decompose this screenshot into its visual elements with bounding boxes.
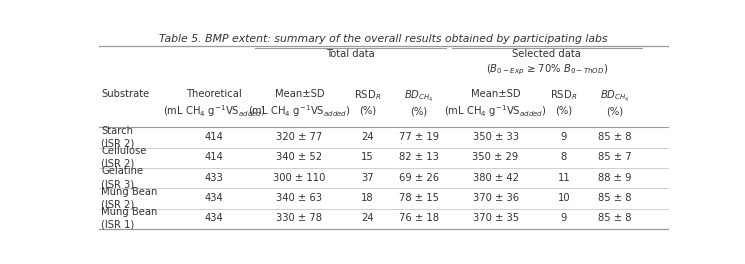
Text: 300 ± 110: 300 ± 110 — [273, 173, 326, 183]
Text: 85 ± 7: 85 ± 7 — [598, 152, 632, 162]
Text: 370 ± 36: 370 ± 36 — [472, 193, 519, 203]
Text: 370 ± 35: 370 ± 35 — [472, 213, 519, 223]
Text: Selected data
($B_{0-Exp}$ ≥ 70% $B_{0-ThOD}$): Selected data ($B_{0-Exp}$ ≥ 70% $B_{0-T… — [486, 49, 608, 77]
Text: $BD_{CH_4}$
(%): $BD_{CH_4}$ (%) — [404, 89, 434, 116]
Text: 350 ± 33: 350 ± 33 — [472, 132, 519, 142]
Text: 85 ± 8: 85 ± 8 — [598, 213, 632, 223]
Text: 77 ± 19: 77 ± 19 — [399, 132, 439, 142]
Text: 82 ± 13: 82 ± 13 — [399, 152, 439, 162]
Text: 340 ± 63: 340 ± 63 — [276, 193, 323, 203]
Text: 330 ± 78: 330 ± 78 — [276, 213, 323, 223]
Text: 10: 10 — [557, 193, 570, 203]
Text: 85 ± 8: 85 ± 8 — [598, 193, 632, 203]
Text: 320 ± 77: 320 ± 77 — [276, 132, 323, 142]
Text: Table 5. BMP extent: summary of the overall results obtained by participating la: Table 5. BMP extent: summary of the over… — [159, 34, 607, 44]
Text: Mean±SD
(mL CH$_4$ g$^{-1}$VS$_{added}$): Mean±SD (mL CH$_4$ g$^{-1}$VS$_{added}$) — [444, 89, 547, 119]
Text: Mung Bean
(ISR 1): Mung Bean (ISR 1) — [101, 207, 158, 230]
Text: RSD$_R$
(%): RSD$_R$ (%) — [550, 89, 577, 115]
Text: 78 ± 15: 78 ± 15 — [399, 193, 439, 203]
Text: 9: 9 — [561, 132, 567, 142]
Text: Gelatine
(ISR 3): Gelatine (ISR 3) — [101, 166, 143, 189]
Text: 88 ± 9: 88 ± 9 — [598, 173, 632, 183]
Text: 350 ± 29: 350 ± 29 — [472, 152, 519, 162]
Text: Mean±SD
(mL CH$_4$ g$^{-1}$VS$_{added}$): Mean±SD (mL CH$_4$ g$^{-1}$VS$_{added}$) — [248, 89, 351, 119]
Text: 15: 15 — [361, 152, 374, 162]
Text: Substrate: Substrate — [101, 89, 150, 98]
Text: 434: 434 — [205, 213, 224, 223]
Text: 8: 8 — [561, 152, 567, 162]
Text: 24: 24 — [361, 213, 374, 223]
Text: 433: 433 — [205, 173, 224, 183]
Text: Starch
(ISR 2): Starch (ISR 2) — [101, 126, 134, 148]
Text: 11: 11 — [557, 173, 570, 183]
Text: Cellulose
(ISR 2): Cellulose (ISR 2) — [101, 146, 147, 169]
Text: 18: 18 — [361, 193, 374, 203]
Text: 76 ± 18: 76 ± 18 — [399, 213, 439, 223]
Text: 414: 414 — [205, 152, 224, 162]
Text: 414: 414 — [205, 132, 224, 142]
Text: 85 ± 8: 85 ± 8 — [598, 132, 632, 142]
Text: 9: 9 — [561, 213, 567, 223]
Text: Theoretical
(mL CH$_4$ g$^{-1}$VS$_{added}$): Theoretical (mL CH$_4$ g$^{-1}$VS$_{adde… — [162, 89, 265, 119]
Text: 340 ± 52: 340 ± 52 — [276, 152, 323, 162]
Text: RSD$_R$
(%): RSD$_R$ (%) — [354, 89, 381, 115]
Text: 380 ± 42: 380 ± 42 — [472, 173, 519, 183]
Text: 37: 37 — [361, 173, 374, 183]
Text: 434: 434 — [205, 193, 224, 203]
Text: 24: 24 — [361, 132, 374, 142]
Text: Total data: Total data — [326, 49, 375, 59]
Text: 69 ± 26: 69 ± 26 — [399, 173, 439, 183]
Text: Mung Bean
(ISR 2): Mung Bean (ISR 2) — [101, 187, 158, 209]
Text: $BD_{CH_4}$
(%): $BD_{CH_4}$ (%) — [600, 89, 630, 116]
